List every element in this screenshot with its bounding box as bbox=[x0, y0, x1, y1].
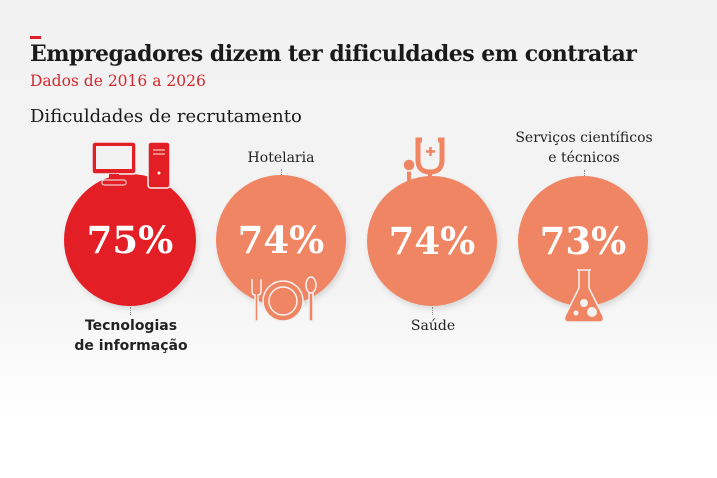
category-label-hotelaria: Hotelaria bbox=[247, 150, 315, 166]
category-label-servicos: Serviços científicos e técnicos bbox=[515, 128, 652, 168]
bubble-saude: 74% bbox=[367, 176, 497, 306]
category-label-tecnologias: Tecnologias de informação bbox=[74, 316, 187, 356]
stethoscope-icon bbox=[402, 137, 445, 188]
label-line: Tecnologias bbox=[84, 318, 178, 334]
bubble-servicos: 73% bbox=[518, 176, 648, 306]
bubble-tecnologias: 75% bbox=[64, 174, 196, 306]
value-label: 75% bbox=[86, 218, 174, 262]
title-accent-dash bbox=[30, 36, 41, 39]
computer-icon bbox=[91, 141, 171, 189]
flask-icon bbox=[563, 269, 605, 323]
page-subtitle: Dados de 2016 a 2026 bbox=[30, 72, 206, 90]
plate-cutlery-icon bbox=[251, 276, 317, 322]
label-connector bbox=[584, 170, 585, 178]
label-connector bbox=[281, 169, 282, 177]
page-title: Empregadores dizem ter dificuldades em c… bbox=[30, 41, 637, 67]
label-line: e técnicos bbox=[548, 150, 620, 166]
value-label: 74% bbox=[237, 218, 325, 262]
label-line: Serviços científicos bbox=[515, 130, 653, 146]
category-label-saude: Saúde bbox=[410, 318, 456, 334]
value-label: 73% bbox=[539, 219, 627, 263]
value-label: 74% bbox=[388, 219, 476, 263]
label-line: de informação bbox=[74, 338, 188, 354]
label-connector bbox=[432, 307, 433, 315]
label-connector bbox=[130, 307, 131, 315]
bubble-hotelaria: 74% bbox=[216, 175, 346, 305]
section-heading: Dificuldades de recrutamento bbox=[30, 106, 302, 127]
